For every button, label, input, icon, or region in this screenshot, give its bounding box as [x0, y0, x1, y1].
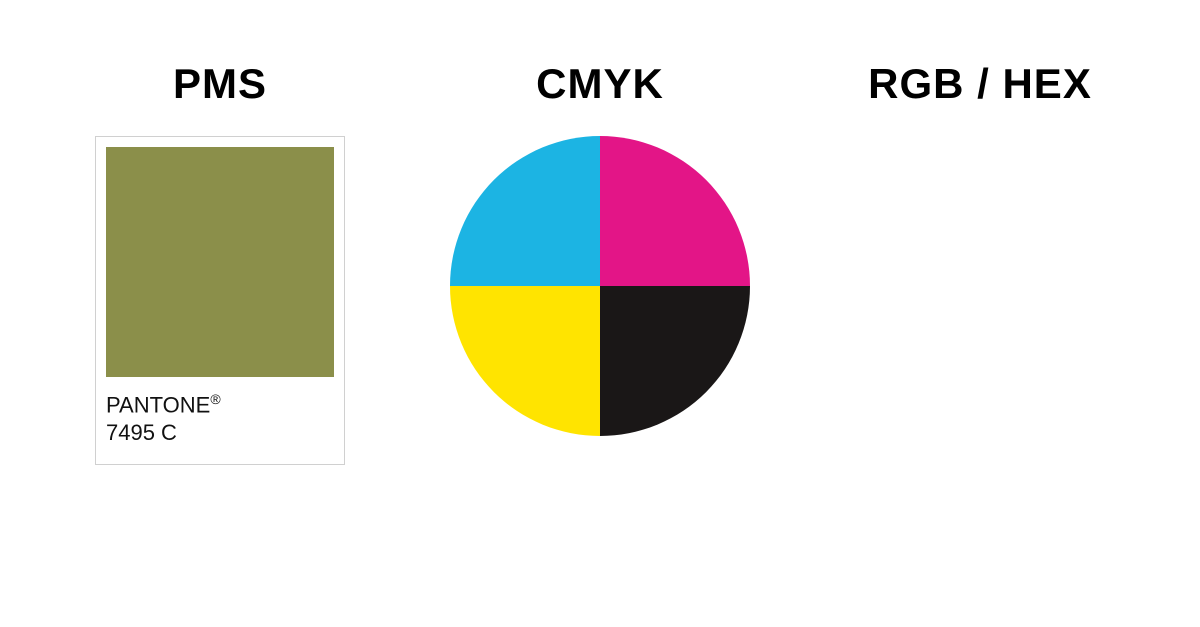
rgb-column: RGB / HEX — [800, 60, 1160, 436]
pantone-swatch-card: PANTONE® 7495 C — [95, 136, 345, 465]
pms-heading: PMS — [173, 60, 267, 108]
rgb-heading: RGB / HEX — [868, 60, 1092, 108]
rgb-green-circle — [975, 246, 1145, 416]
cmyk-column: CMYK — [420, 60, 780, 436]
cmyk-black-quadrant — [600, 286, 750, 436]
cmyk-heading: CMYK — [536, 60, 664, 108]
cmyk-pie — [450, 136, 750, 436]
cmyk-yellow-quadrant — [450, 286, 600, 436]
registered-mark: ® — [210, 391, 220, 407]
pantone-swatch-color — [106, 147, 334, 377]
color-models-row: PMS PANTONE® 7495 C CMYK RGB / HEX — [0, 0, 1200, 465]
pantone-brand-text: PANTONE — [106, 392, 210, 417]
pantone-code-label: 7495 C — [106, 420, 334, 446]
cmyk-magenta-quadrant — [600, 136, 750, 286]
cmyk-cyan-quadrant — [450, 136, 600, 286]
rgb-venn-diagram — [810, 136, 1150, 436]
cmyk-pie-svg — [450, 136, 750, 436]
pantone-brand-label: PANTONE® — [106, 391, 334, 418]
pms-column: PMS PANTONE® 7495 C — [40, 60, 400, 465]
